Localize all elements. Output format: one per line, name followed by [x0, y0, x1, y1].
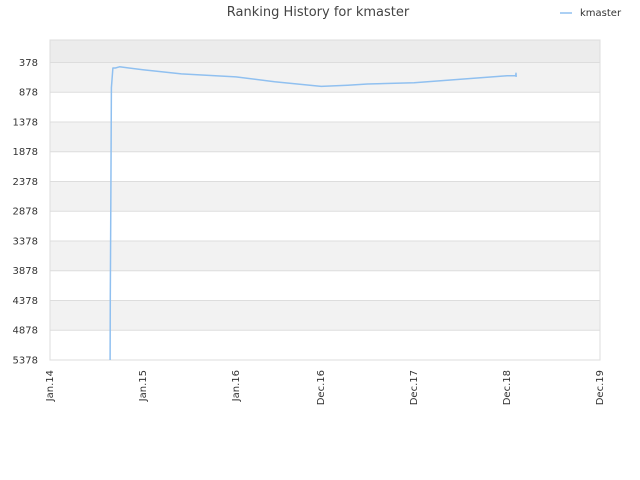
x-tick-label: Jan.15 — [138, 370, 149, 402]
y-tick-label: 378 — [19, 58, 38, 69]
plot-band — [50, 270, 600, 301]
y-tick-label: 2378 — [13, 177, 38, 188]
x-tick-label: Dec.17 — [409, 370, 420, 405]
plot-band — [50, 300, 600, 331]
y-tick-label: 3378 — [13, 236, 38, 247]
y-tick-label: 1378 — [13, 117, 38, 128]
plot-band — [50, 121, 600, 152]
plot-band — [50, 330, 600, 360]
x-tick-label: Jan.16 — [231, 370, 242, 402]
y-tick-label: 2878 — [13, 207, 38, 218]
x-tick-label: Dec.19 — [595, 370, 606, 405]
plot-band — [50, 151, 600, 182]
x-tick-label: Dec.16 — [316, 370, 327, 405]
x-tick-label: Jan.14 — [45, 370, 56, 402]
y-tick-label: 878 — [19, 88, 38, 99]
series-lines — [109, 66, 517, 361]
plot-band — [50, 62, 600, 93]
chart-title: Ranking History for kmaster — [227, 5, 410, 20]
plot-band — [50, 211, 600, 241]
legend-label-kmaster: kmaster — [580, 8, 622, 19]
plot-background-bands — [50, 40, 600, 360]
y-tick-label: 4878 — [13, 326, 38, 337]
plot-band-top — [50, 40, 600, 63]
x-axis-tick-labels: Jan.14 Jan.15 Jan.16 Dec.16 Dec.17 Dec.18 Dec.… — [45, 370, 606, 405]
legend: kmaster — [560, 8, 622, 19]
y-tick-label: 3878 — [13, 266, 38, 277]
y-tick-label: 4378 — [13, 296, 38, 307]
y-axis-tick-labels: 378 878 1378 1878 2378 2878 3378 3878 4378 4878 53… — [13, 58, 38, 367]
plot-band — [50, 92, 600, 122]
y-tick-label: 5378 — [13, 356, 38, 367]
x-tick-label: Dec.18 — [502, 370, 513, 405]
plot-frame — [49, 39, 601, 361]
plot-band — [50, 240, 600, 271]
y-tick-label: 1878 — [13, 147, 38, 158]
plot-band — [50, 181, 600, 212]
series-line-kmaster — [109, 66, 517, 361]
